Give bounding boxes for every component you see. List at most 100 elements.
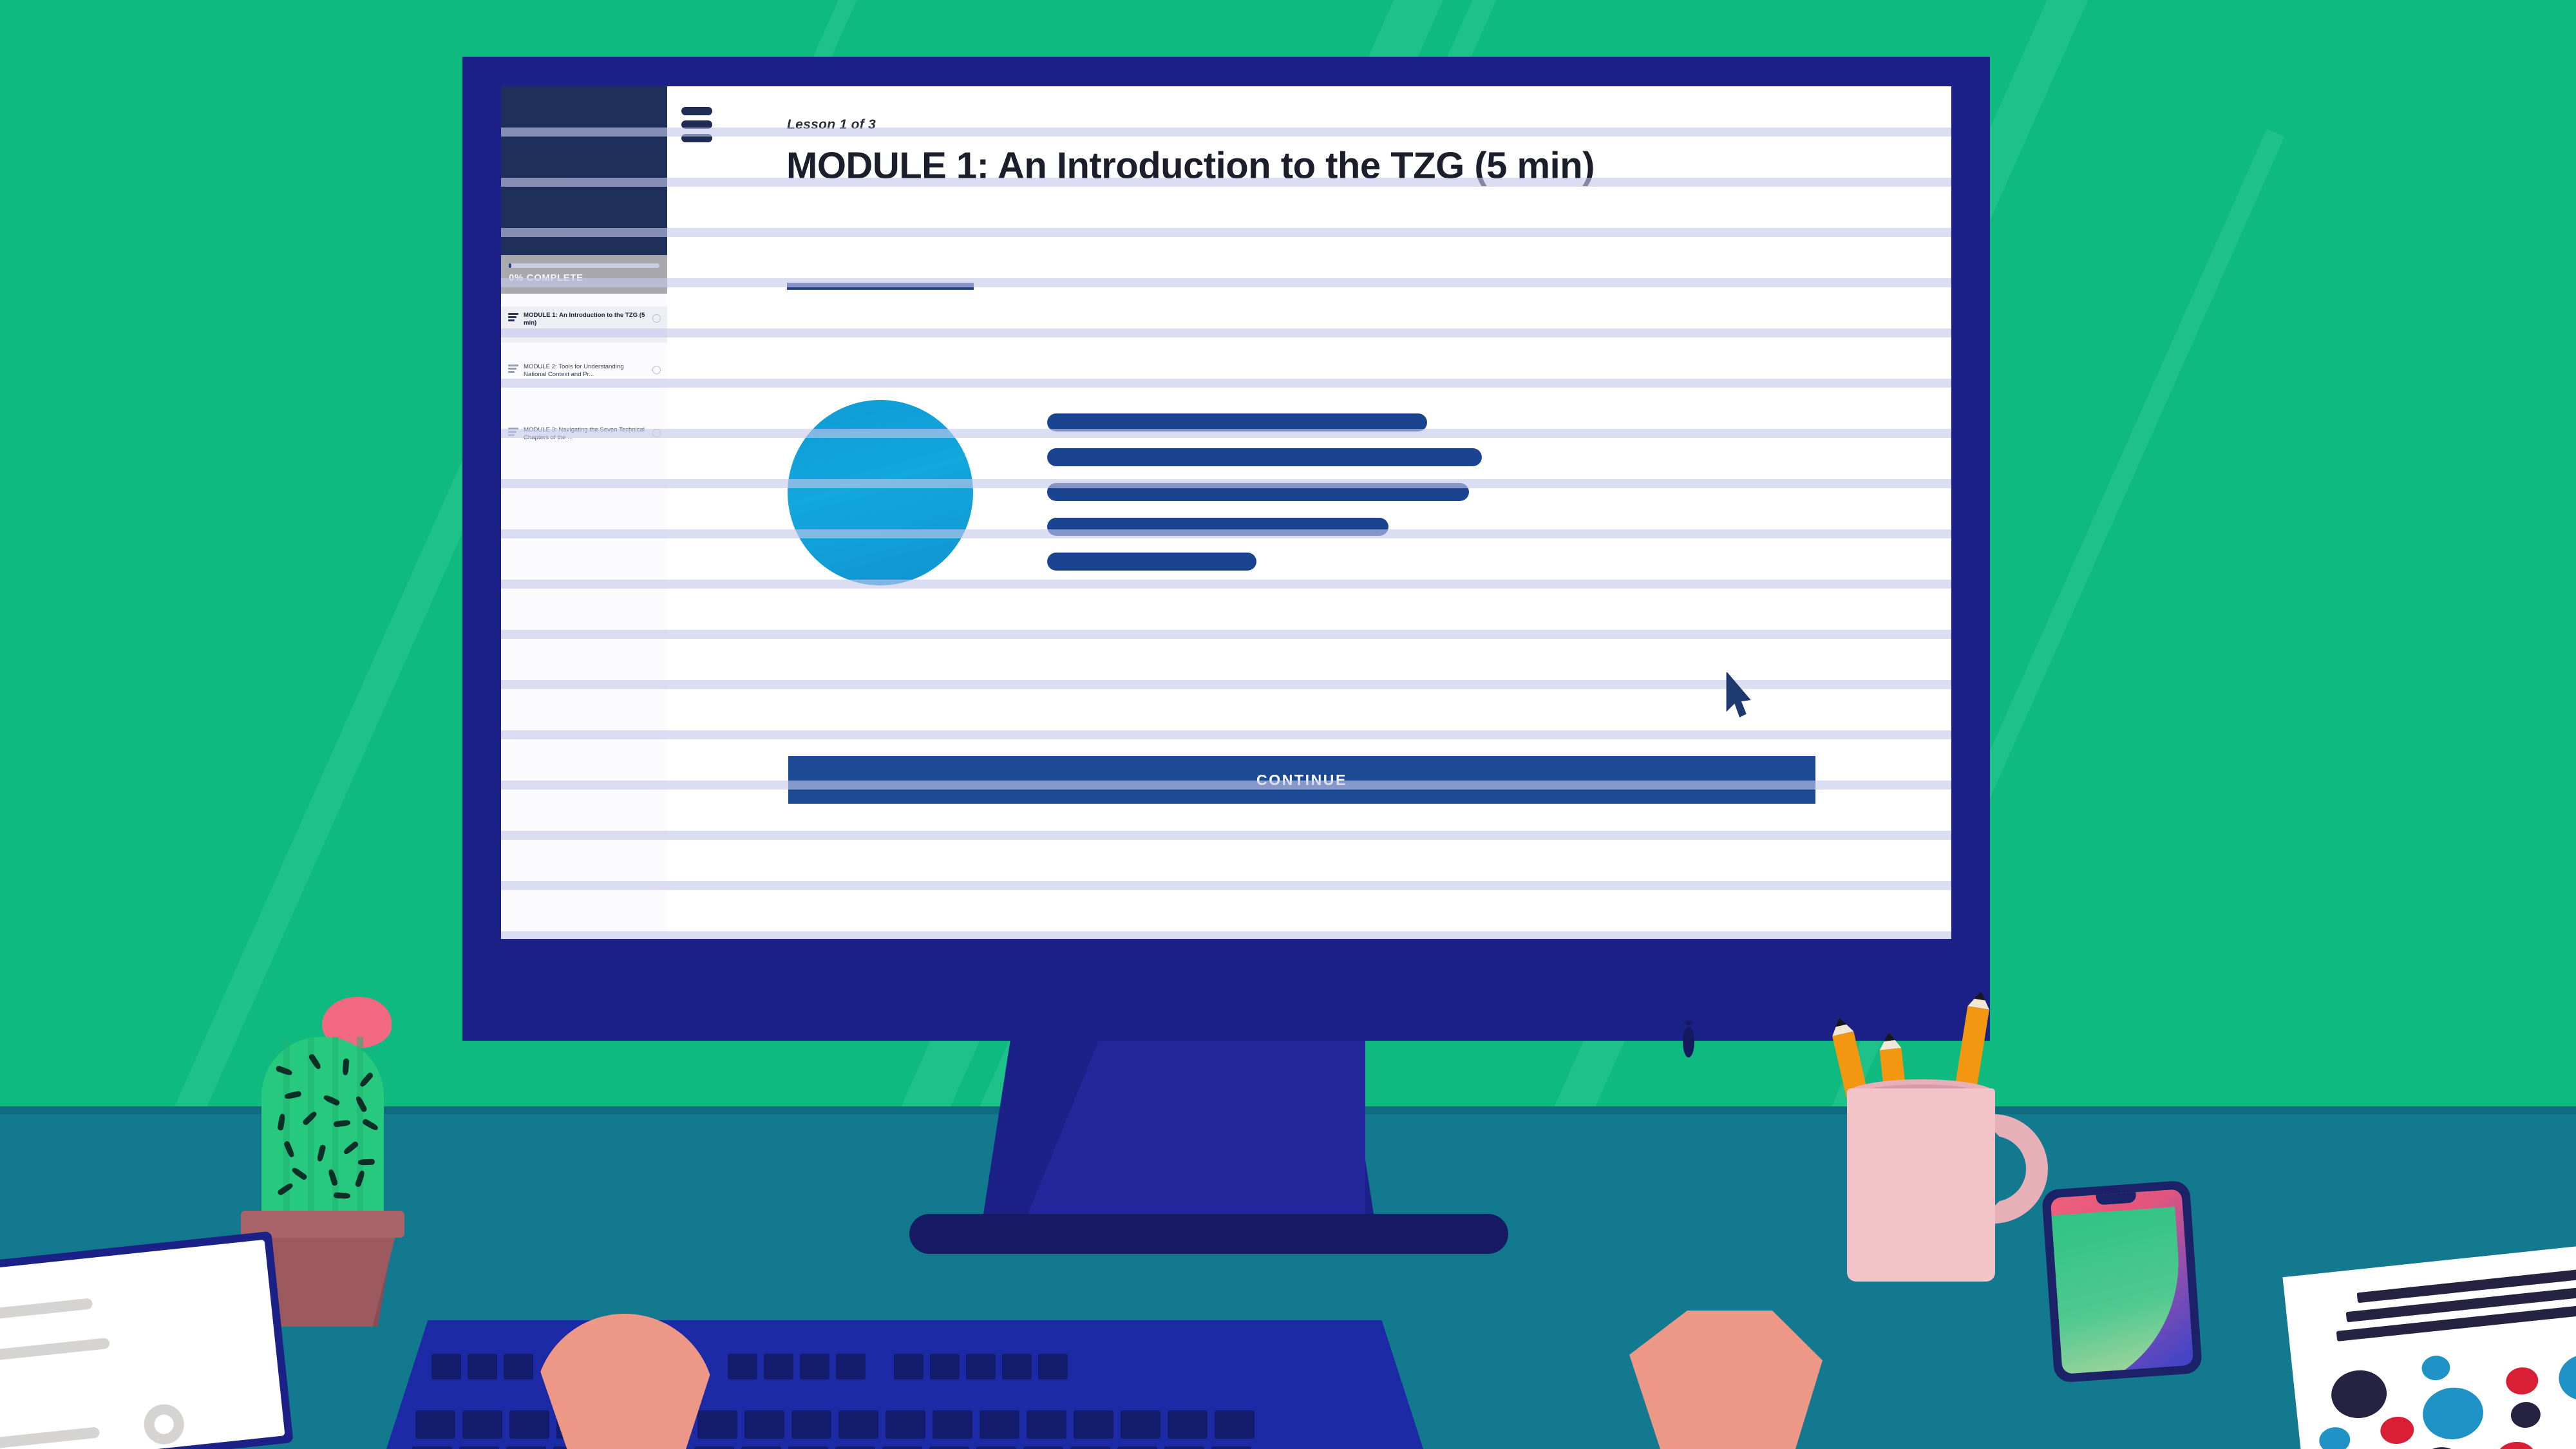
keyboard-key[interactable] [431, 1354, 461, 1379]
title-underline-rule [787, 283, 974, 290]
keyboard-key[interactable] [1164, 1446, 1204, 1449]
hamburger-menu-icon[interactable] [681, 107, 712, 142]
progress-section: 0% COMPLETE [501, 255, 667, 294]
content-media-circle [788, 400, 973, 585]
chart-dot [2318, 1425, 2352, 1449]
mouse-cursor-icon [1726, 672, 1751, 717]
keyboard-key[interactable] [791, 1410, 831, 1439]
cactus-spine [357, 1159, 375, 1166]
keyboard-key[interactable] [1215, 1410, 1255, 1439]
keyboard-key[interactable] [741, 1446, 781, 1449]
cactus-spine [333, 1119, 351, 1128]
keyboard-key[interactable] [1117, 1446, 1157, 1449]
keyboard[interactable] [386, 1320, 1423, 1449]
cactus-spine [290, 1166, 308, 1181]
keyboard-key[interactable] [976, 1446, 1016, 1449]
keyboard-key[interactable] [412, 1446, 452, 1449]
phone-wallpaper-shape [2050, 1207, 2188, 1374]
keyboard-key[interactable] [506, 1446, 546, 1449]
chart-dot [2379, 1415, 2416, 1446]
continue-button-label: CONTINUE [1256, 771, 1347, 788]
keyboard-key[interactable] [1211, 1446, 1251, 1449]
keyboard-key[interactable] [882, 1446, 922, 1449]
notepad-page [0, 1239, 285, 1449]
module-completion-circle-icon[interactable] [652, 366, 661, 374]
notepad [0, 1231, 294, 1449]
keyboard-key[interactable] [980, 1410, 1019, 1439]
placeholder-line [1047, 553, 1256, 571]
keyboard-key[interactable] [1070, 1446, 1110, 1449]
keyboard-key[interactable] [744, 1410, 784, 1439]
keyboard-key[interactable] [788, 1446, 828, 1449]
chart-dot [2329, 1367, 2389, 1421]
typing-hand-left [535, 1314, 715, 1449]
keyboard-key[interactable] [800, 1354, 829, 1379]
keyboard-key[interactable] [886, 1410, 925, 1439]
keyboard-key[interactable] [836, 1354, 866, 1379]
keyboard-key[interactable] [697, 1410, 737, 1439]
chart-dot [2556, 1351, 2576, 1404]
chart-dot [2418, 1445, 2463, 1449]
keyboard-key[interactable] [1038, 1354, 1068, 1379]
module-completion-circle-icon[interactable] [652, 429, 661, 437]
continue-button[interactable]: CONTINUE [788, 756, 1815, 804]
course-sidebar: 0% COMPLETE MODULE 1: An Introduction to… [501, 86, 667, 939]
keyboard-key[interactable] [694, 1446, 734, 1449]
keyboard-key[interactable] [509, 1410, 549, 1439]
module-completion-circle-icon[interactable] [652, 314, 661, 323]
monitor: 0% COMPLETE MODULE 1: An Introduction to… [462, 57, 1990, 1057]
smartphone[interactable] [2041, 1180, 2203, 1383]
potted-cactus [232, 966, 425, 1327]
chart-dot [2420, 1354, 2452, 1382]
monitor-stand-base [909, 1214, 1508, 1254]
cactus-spine [316, 1144, 327, 1162]
keyboard-key[interactable] [929, 1446, 969, 1449]
keyboard-key[interactable] [930, 1354, 960, 1379]
notepad-doodle-circle [142, 1402, 186, 1446]
chart-dot [2509, 1400, 2542, 1430]
mug-body [1847, 1088, 1995, 1282]
keyboard-key[interactable] [468, 1354, 497, 1379]
sidebar-item-module-2[interactable]: MODULE 2: Tools for Understanding Nation… [501, 358, 667, 404]
keyboard-key[interactable] [415, 1410, 455, 1439]
placeholder-line [1047, 413, 1427, 431]
keyboard-key[interactable] [504, 1354, 533, 1379]
phone-screen [2050, 1189, 2194, 1374]
progress-fill [509, 263, 511, 268]
keyboard-key[interactable] [835, 1446, 875, 1449]
keyboard-key[interactable] [1002, 1354, 1032, 1379]
sidebar-item-label: MODULE 1: An Introduction to the TZG (5 … [524, 312, 645, 327]
content-placeholder-lines [1047, 413, 1730, 571]
keyboard-key[interactable] [462, 1410, 502, 1439]
sidebar-item-module-3[interactable]: MODULE 3: Navigating the Seven Technical… [501, 421, 667, 460]
cactus-spine [342, 1058, 350, 1075]
keyboard-key[interactable] [894, 1354, 923, 1379]
phone-notch [2096, 1192, 2137, 1206]
keyboard-key[interactable] [966, 1354, 996, 1379]
keyboard-key[interactable] [1023, 1446, 1063, 1449]
keyboard-key[interactable] [764, 1354, 793, 1379]
monitor-screen: 0% COMPLETE MODULE 1: An Introduction to… [501, 86, 1951, 939]
page-title: MODULE 1: An Introduction to the TZG (5 … [786, 145, 1595, 187]
lesson-list-icon [508, 363, 518, 373]
pencil-mug [1816, 953, 2048, 1314]
progress-label: 0% COMPLETE [509, 272, 583, 283]
chart-dot [2505, 1365, 2540, 1396]
chart-dot [2420, 1385, 2486, 1443]
keyboard-key[interactable] [1074, 1410, 1113, 1439]
keyboard-key[interactable] [459, 1446, 499, 1449]
keyboard-key[interactable] [1027, 1410, 1066, 1439]
chart-dot [2494, 1439, 2538, 1449]
sidebar-item-module-1[interactable]: MODULE 1: An Introduction to the TZG (5 … [501, 307, 667, 343]
placeholder-line [1047, 448, 1482, 466]
placeholder-line [1047, 518, 1388, 536]
cactus-spine [333, 1192, 351, 1199]
keyboard-key[interactable] [838, 1410, 878, 1439]
lesson-counter: Lesson 1 of 3 [787, 117, 876, 132]
placeholder-line [1047, 483, 1469, 501]
keyboard-key[interactable] [1168, 1410, 1208, 1439]
keyboard-key[interactable] [1121, 1410, 1160, 1439]
keyboard-key[interactable] [728, 1354, 757, 1379]
keyboard-key[interactable] [933, 1410, 972, 1439]
lesson-list-icon [508, 312, 518, 321]
